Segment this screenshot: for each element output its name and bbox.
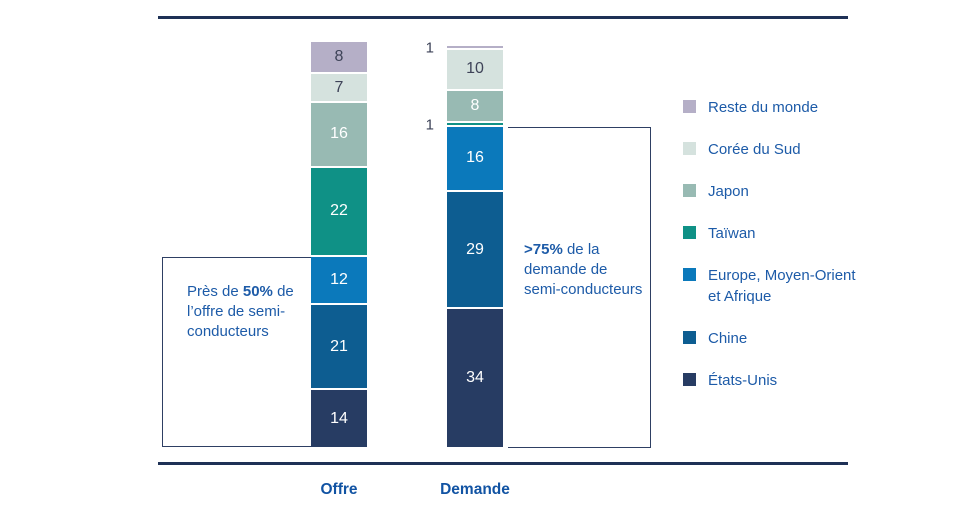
axis-label-offre: Offre <box>320 481 358 498</box>
legend-item-reste-du-monde: Reste du monde <box>683 97 866 118</box>
supply-annotation-text: Près de 50% de l’offre de semi-conducteu… <box>187 282 303 342</box>
bar-segment-reste-du-monde: 8 <box>311 42 367 75</box>
supply-annotation-bold: 50% <box>242 283 273 300</box>
supply-annotation-box: Près de 50% de l’offre de semi-conducteu… <box>162 257 311 447</box>
segment-value-japon: 8 <box>470 96 480 114</box>
segment-value-chine: 29 <box>466 240 484 258</box>
segment-value-japon: 16 <box>330 125 348 143</box>
bar-segment-europe-moyen-orient-afrique: 16 <box>447 127 503 192</box>
segment-value-europe-moyen-orient-afrique: 12 <box>330 270 348 288</box>
legend-swatch-taiwan <box>683 226 696 239</box>
legend-swatch-reste-du-monde <box>683 100 696 113</box>
axis-label-demande: Demande <box>440 481 510 498</box>
legend: Reste du monde Corée du Sud Japon Taïwan Eur… <box>683 97 866 391</box>
supply-annotation-suffix: de l’offre de semi-conducteurs <box>187 283 294 340</box>
supply-annotation-prefix: Près de <box>187 283 243 300</box>
bar-segment-japon: 16 <box>311 102 367 168</box>
legend-swatch-japon <box>683 184 696 197</box>
legend-swatch-coree-du-sud <box>683 142 696 155</box>
legend-label-reste-du-monde: Reste du monde <box>708 99 819 116</box>
top-rule <box>158 16 848 19</box>
bar-segment-etats-unis: 34 <box>447 309 503 447</box>
segment-value-coree-du-sud: 10 <box>466 60 484 78</box>
demand-annotation-text: >75% de la demande de semi-conducteurs <box>524 240 646 300</box>
segment-value-europe-moyen-orient-afrique: 16 <box>466 149 484 167</box>
bar-segment-etats-unis: 14 <box>311 390 367 447</box>
legend-label-taiwan: Taïwan <box>708 225 756 242</box>
legend-swatch-chine <box>683 331 696 344</box>
demand-annotation-suffix: de la demande de semi-conducteurs <box>524 241 643 298</box>
legend-label-coree-du-sud: Corée du Sud <box>708 141 801 158</box>
segment-value-outside-reste-du-monde: 1 <box>425 39 434 57</box>
segment-value-coree-du-sud: 7 <box>334 78 344 96</box>
legend-label-etats-unis: États-Unis <box>708 372 778 389</box>
supply-stacked-bar: 8 7 16 22 12 21 14 <box>311 42 367 447</box>
legend-item-japon: Japon <box>683 181 866 202</box>
bar-segment-taiwan: 22 <box>311 167 367 257</box>
legend-label-japon: Japon <box>708 183 749 200</box>
bottom-rule <box>158 462 848 465</box>
legend-label-chine: Chine <box>708 330 748 347</box>
demand-annotation-box: >75% de la demande de semi-conducteurs <box>508 127 651 448</box>
segment-value-etats-unis: 34 <box>466 369 484 387</box>
bar-segment-taiwan <box>447 123 503 128</box>
bar-segment-coree-du-sud: 7 <box>311 74 367 103</box>
bar-segment-europe-moyen-orient-afrique: 12 <box>311 256 367 306</box>
legend-item-etats-unis: États-Unis <box>683 370 866 391</box>
legend-item-coree-du-sud: Corée du Sud <box>683 139 866 160</box>
bar-segment-chine: 21 <box>311 305 367 391</box>
demand-stacked-bar: 1 10 8 1 16 29 34 <box>426 41 503 447</box>
segment-value-chine: 21 <box>330 337 348 355</box>
legend-swatch-etats-unis <box>683 373 696 386</box>
bar-segment-japon: 8 <box>447 90 503 124</box>
legend-item-chine: Chine <box>683 328 866 349</box>
legend-label-europe-moyen-orient-afrique: Europe, Moyen-Orient et Afrique <box>708 267 856 305</box>
legend-item-taiwan: Taïwan <box>683 223 866 244</box>
legend-swatch-europe-moyen-orient-afrique <box>683 268 696 281</box>
legend-item-europe-moyen-orient-afrique: Europe, Moyen-Orient et Afrique <box>683 265 866 307</box>
segment-value-taiwan: 22 <box>330 202 348 220</box>
bar-segment-reste-du-monde <box>447 46 503 51</box>
segment-value-reste-du-monde: 8 <box>334 48 344 66</box>
segment-value-outside-taiwan: 1 <box>425 116 434 134</box>
bar-segment-chine: 29 <box>447 191 503 310</box>
bar-segment-coree-du-sud: 10 <box>447 50 503 91</box>
demand-annotation-bold: >75% <box>524 241 563 258</box>
segment-value-etats-unis: 14 <box>330 409 348 427</box>
